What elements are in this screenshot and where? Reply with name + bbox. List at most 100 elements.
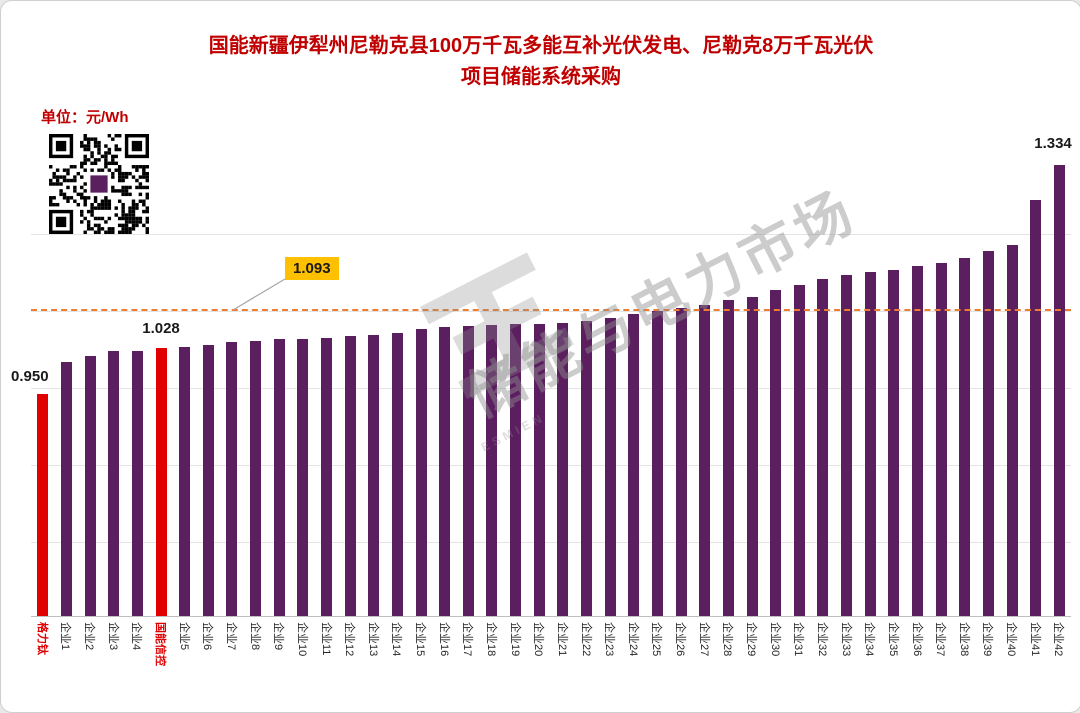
title-line-1: 国能新疆伊犁州尼勒克县100万千瓦多能互补光伏发电、尼勒克8万千瓦光伏 <box>208 35 874 57</box>
x-label-企业37: 企业37 <box>934 622 947 657</box>
bar-企业6 <box>202 345 214 616</box>
gridline <box>31 388 1071 389</box>
x-label-企业16: 企业16 <box>437 622 450 657</box>
bar-格力钛 <box>37 394 49 616</box>
bar-国能信控 <box>155 348 167 616</box>
x-label-企业18: 企业18 <box>484 622 497 657</box>
bar-企业3 <box>108 351 120 616</box>
bar-chart <box>31 131 1071 617</box>
gridline <box>31 311 1071 312</box>
gridline <box>31 234 1071 235</box>
bar-企业33 <box>841 275 853 616</box>
bar-企业14 <box>391 333 403 616</box>
x-label-企业23: 企业23 <box>603 622 616 657</box>
bars-container <box>31 131 1071 616</box>
bar-企业5 <box>179 347 191 616</box>
bar-企业11 <box>321 338 332 616</box>
bar-企业20 <box>533 324 545 616</box>
bar-企业10 <box>297 339 309 616</box>
x-label-企业9: 企业9 <box>272 622 285 651</box>
bar-企业18 <box>486 325 498 616</box>
x-label-企业31: 企业31 <box>792 622 805 657</box>
x-label-企业1: 企业1 <box>59 622 72 651</box>
x-label-企业24: 企业24 <box>626 622 639 657</box>
bar-企业38 <box>959 258 971 616</box>
x-label-企业39: 企业39 <box>981 622 994 657</box>
page-title: 国能新疆伊犁州尼勒克县100万千瓦多能互补光伏发电、尼勒克8万千瓦光伏 项目储能… <box>1 31 1080 93</box>
x-label-企业6: 企业6 <box>201 622 214 651</box>
bar-企业24 <box>628 314 640 616</box>
bar-企业22 <box>581 321 593 616</box>
bar-企业26 <box>675 308 687 616</box>
x-label-企业26: 企业26 <box>674 622 687 657</box>
bar-企业2 <box>84 356 96 616</box>
x-label-企业22: 企业22 <box>579 622 592 657</box>
bar-企业37 <box>935 263 947 616</box>
x-label-企业28: 企业28 <box>721 622 734 657</box>
bar-企业28 <box>722 300 734 616</box>
bar-企业30 <box>770 290 782 616</box>
bar-企业4 <box>131 351 143 616</box>
x-label-企业38: 企业38 <box>957 622 970 657</box>
x-axis-labels: 格力钛 企业1 企业2 企业3 企业4 国能信控 企业5 企业6 企业7 企业8 企业9 企业10 企业… <box>31 618 1071 708</box>
x-label-企业5: 企业5 <box>177 622 190 651</box>
gridline <box>31 542 1071 543</box>
x-label-企业27: 企业27 <box>697 622 710 657</box>
bar-企业31 <box>793 285 805 616</box>
x-label-企业15: 企业15 <box>414 622 427 657</box>
min-value-label: 0.950 <box>11 368 49 385</box>
x-label-企业40: 企业40 <box>1005 622 1018 657</box>
bar-企业15 <box>415 329 427 616</box>
bar-企业40 <box>1006 245 1018 616</box>
bar-企业32 <box>817 279 829 616</box>
bar-企业21 <box>557 323 569 616</box>
bar-企业7 <box>226 342 238 616</box>
bar-企业41 <box>1030 200 1042 616</box>
x-label-格力钛: 格力钛 <box>35 622 48 655</box>
x-label-企业4: 企业4 <box>130 622 143 651</box>
x-label-企业32: 企业32 <box>815 622 828 657</box>
x-label-企业36: 企业36 <box>910 622 923 657</box>
bar-企业25 <box>651 311 663 616</box>
guoneng-value-label: 1.028 <box>142 320 180 337</box>
x-label-企业42: 企业42 <box>1052 622 1065 657</box>
bar-企业13 <box>368 335 380 616</box>
average-value-label: 1.093 <box>285 257 339 280</box>
x-label-企业35: 企业35 <box>886 622 899 657</box>
qr-code-image <box>49 134 149 234</box>
x-label-企业19: 企业19 <box>508 622 521 657</box>
x-label-企业14: 企业14 <box>390 622 403 657</box>
gridline <box>31 465 1071 466</box>
x-label-企业3: 企业3 <box>106 622 119 651</box>
x-label-企业41: 企业41 <box>1028 622 1041 657</box>
bar-企业8 <box>250 341 262 616</box>
x-label-企业2: 企业2 <box>83 622 96 651</box>
x-label-企业12: 企业12 <box>343 622 356 657</box>
x-label-企业29: 企业29 <box>745 622 758 657</box>
bar-企业29 <box>746 297 758 616</box>
x-label-企业10: 企业10 <box>295 622 308 657</box>
bar-企业19 <box>510 324 522 616</box>
bar-企业36 <box>912 266 924 616</box>
unit-label: 单位：元/Wh <box>41 109 129 126</box>
x-label-企业20: 企业20 <box>532 622 545 657</box>
x-label-企业21: 企业21 <box>555 622 568 657</box>
x-label-企业11: 企业11 <box>319 622 332 656</box>
x-label-企业13: 企业13 <box>366 622 379 657</box>
title-line-2: 项目储能系统采购 <box>461 66 621 88</box>
bar-企业23 <box>604 318 616 616</box>
x-label-企业17: 企业17 <box>461 622 474 657</box>
bar-企业17 <box>462 326 474 616</box>
bar-企业35 <box>888 270 900 616</box>
x-label-国能信控: 国能信控 <box>154 622 167 666</box>
bar-企业1 <box>60 362 72 616</box>
x-label-企业30: 企业30 <box>768 622 781 657</box>
max-value-label: 1.334 <box>1034 135 1072 152</box>
average-reference-line <box>31 309 1071 311</box>
bar-企业12 <box>344 336 356 616</box>
x-label-企业7: 企业7 <box>224 622 237 651</box>
bar-企业42 <box>1053 165 1065 616</box>
qr-code <box>49 134 149 234</box>
bar-企业34 <box>864 272 876 616</box>
